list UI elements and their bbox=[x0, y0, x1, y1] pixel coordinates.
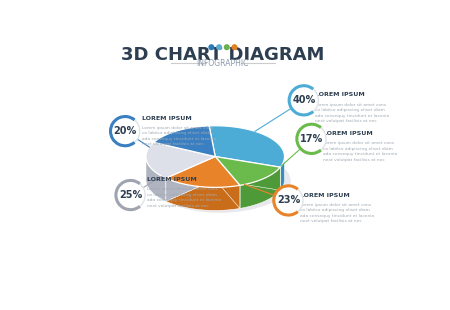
Polygon shape bbox=[166, 157, 215, 201]
Text: LOREM IPSUM: LOREM IPSUM bbox=[148, 177, 197, 182]
Polygon shape bbox=[215, 157, 240, 208]
Text: INFOGRAPHIC: INFOGRAPHIC bbox=[197, 59, 249, 68]
Text: 25%: 25% bbox=[119, 190, 142, 200]
Circle shape bbox=[232, 45, 237, 50]
Text: 17%: 17% bbox=[300, 134, 323, 144]
Circle shape bbox=[209, 45, 214, 50]
Circle shape bbox=[217, 45, 221, 50]
Polygon shape bbox=[166, 157, 215, 201]
Text: LOREM IPSUM: LOREM IPSUM bbox=[315, 92, 365, 97]
Polygon shape bbox=[154, 126, 215, 157]
Circle shape bbox=[225, 45, 229, 50]
Text: Lorem ipsum dolor sit amet cons
co labitur adipiscing eliset diam
ada consequy t: Lorem ipsum dolor sit amet cons co labit… bbox=[148, 187, 221, 208]
Text: Lorem ipsum dolor sit amet cons
co labitur adipiscing eliset diam
ada consequy t: Lorem ipsum dolor sit amet cons co labit… bbox=[323, 141, 397, 162]
Text: LOREM IPSUM: LOREM IPSUM bbox=[323, 131, 373, 136]
Text: 3D CHART DIAGRAM: 3D CHART DIAGRAM bbox=[121, 46, 324, 64]
Ellipse shape bbox=[149, 150, 291, 213]
Polygon shape bbox=[146, 142, 215, 178]
Polygon shape bbox=[166, 157, 240, 187]
Circle shape bbox=[274, 186, 303, 215]
Text: 40%: 40% bbox=[292, 95, 315, 105]
Polygon shape bbox=[215, 157, 280, 185]
Text: LOREM IPSUM: LOREM IPSUM bbox=[142, 116, 192, 121]
Text: Lorem ipsum dolor sit amet cons
co labitur adipiscing eliset diam
ada consequy t: Lorem ipsum dolor sit amet cons co labit… bbox=[142, 126, 216, 146]
Polygon shape bbox=[209, 126, 284, 167]
Polygon shape bbox=[166, 178, 240, 210]
Circle shape bbox=[289, 86, 319, 115]
Text: Lorem ipsum dolor sit amet cons
co labitur adipiscing eliset diam
ada consequy t: Lorem ipsum dolor sit amet cons co labit… bbox=[300, 203, 374, 223]
Polygon shape bbox=[215, 157, 280, 190]
Text: 23%: 23% bbox=[277, 195, 300, 206]
Polygon shape bbox=[215, 157, 240, 208]
Circle shape bbox=[111, 117, 140, 146]
Text: LOREM IPSUM: LOREM IPSUM bbox=[300, 193, 350, 197]
Polygon shape bbox=[280, 155, 284, 190]
Polygon shape bbox=[215, 157, 280, 190]
Polygon shape bbox=[146, 155, 166, 201]
Text: Lorem ipsum dolor sit amet cons
co labitur adipiscing eliset diam
ada consequy t: Lorem ipsum dolor sit amet cons co labit… bbox=[315, 103, 389, 123]
Text: 20%: 20% bbox=[113, 126, 137, 136]
Circle shape bbox=[116, 180, 145, 210]
Circle shape bbox=[297, 124, 326, 153]
Polygon shape bbox=[240, 167, 280, 208]
